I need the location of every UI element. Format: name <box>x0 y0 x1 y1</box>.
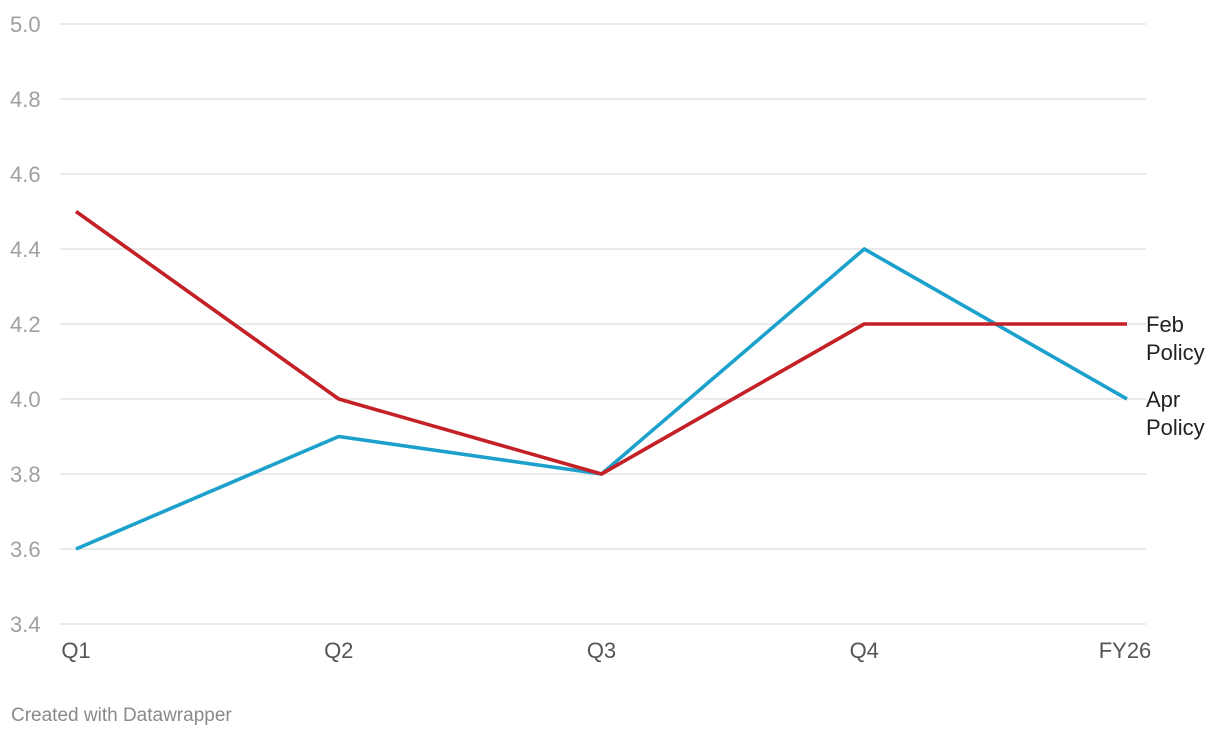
x-tick-label: Q3 <box>587 638 616 663</box>
y-tick-label: 3.4 <box>10 612 41 637</box>
series-line-feb-policy <box>74 210 1127 476</box>
gridlines <box>60 23 1146 625</box>
x-tick-label: Q1 <box>61 638 90 663</box>
y-tick-label: 5.0 <box>10 12 41 37</box>
series-lines <box>74 210 1128 551</box>
x-tick-label: FY26 <box>1099 638 1152 663</box>
series-label-apr-policy: Apr Policy <box>1146 387 1205 440</box>
y-tick-label: 4.2 <box>10 312 41 337</box>
series-label-feb-policy: Feb Policy <box>1146 312 1205 365</box>
line-chart: 3.4 3.6 3.8 4.0 4.2 4.4 4.6 4.8 5.0 Q1 Q2 Q3 Q4 FY26… <box>10 12 1205 663</box>
y-tick-label: 3.8 <box>10 462 41 487</box>
y-tick-label: 4.6 <box>10 162 41 187</box>
y-tick-label: 4.8 <box>10 87 41 112</box>
y-tick-label: 4.4 <box>10 237 41 262</box>
y-axis: 3.4 3.6 3.8 4.0 4.2 4.4 4.6 4.8 5.0 <box>10 12 41 637</box>
x-tick-label: Q4 <box>850 638 879 663</box>
x-axis: Q1 Q2 Q3 Q4 FY26 <box>61 638 1151 663</box>
y-tick-label: 4.0 <box>10 387 41 412</box>
x-tick-label: Q2 <box>324 638 353 663</box>
credit-text: Created with Datawrapper <box>11 705 232 726</box>
y-tick-label: 3.6 <box>10 537 41 562</box>
series-labels: Feb Policy Apr Policy <box>1146 312 1205 440</box>
